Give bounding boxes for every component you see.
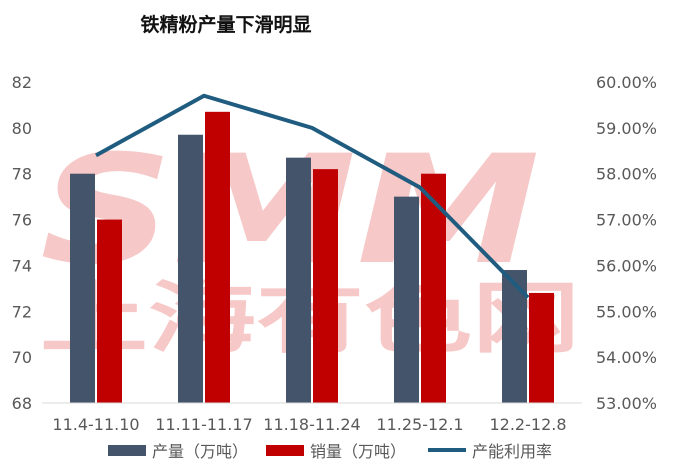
x-tick-label: 11.18-11.24 bbox=[263, 415, 360, 434]
left-tick-label: 80 bbox=[12, 119, 32, 138]
x-axis: 11.4-11.10 11.11-11.17 11.18-11.24 11.25-12… bbox=[52, 415, 566, 434]
bar-sales bbox=[313, 169, 338, 403]
right-tick-label: 56.00% bbox=[596, 256, 657, 275]
right-tick-label: 58.00% bbox=[596, 165, 657, 184]
bar-series bbox=[70, 111, 554, 404]
x-tick-label: 11.25-12.1 bbox=[376, 415, 463, 434]
left-tick-label: 70 bbox=[12, 348, 32, 367]
right-tick-label: 60.00% bbox=[596, 73, 657, 92]
bar-production bbox=[178, 134, 203, 403]
left-tick-label: 78 bbox=[12, 165, 32, 184]
x-tick-label: 11.11-11.17 bbox=[155, 415, 252, 434]
bar-sales bbox=[529, 292, 554, 403]
left-axis: 68 70 72 74 76 78 80 82 bbox=[12, 73, 32, 413]
bar-sales bbox=[97, 219, 122, 403]
legend-label: 产能利用率 bbox=[472, 442, 552, 461]
left-tick-label: 76 bbox=[12, 211, 32, 230]
bar-sales bbox=[205, 111, 230, 404]
legend-swatch bbox=[266, 445, 304, 456]
x-tick-label: 12.2-12.8 bbox=[489, 415, 566, 434]
legend-label: 销量（万吨） bbox=[310, 442, 406, 461]
line-series bbox=[95, 93, 530, 299]
bar-production bbox=[394, 196, 419, 403]
right-axis: 53.00% 54.00% 55.00% 56.00% 57.00% 58.00% 59.0… bbox=[596, 73, 657, 413]
bar-production bbox=[70, 173, 95, 403]
bar-production bbox=[286, 157, 311, 403]
right-tick-label: 57.00% bbox=[596, 211, 657, 230]
right-tick-label: 55.00% bbox=[596, 302, 657, 321]
left-tick-label: 72 bbox=[12, 302, 32, 321]
line-capacity-utilization bbox=[95, 93, 530, 299]
legend-sales: 销量（万吨） bbox=[266, 442, 406, 461]
legend-swatch bbox=[108, 445, 146, 456]
legend-capacity-utilization: 产能利用率 bbox=[428, 442, 552, 461]
chart-title: 铁精粉产量下滑明显 bbox=[140, 13, 311, 36]
right-tick-label: 53.00% bbox=[596, 394, 657, 413]
left-tick-label: 82 bbox=[12, 73, 32, 92]
right-tick-label: 54.00% bbox=[596, 348, 657, 367]
x-tick-label: 11.4-11.10 bbox=[52, 415, 139, 434]
legend-label: 产量（万吨） bbox=[152, 442, 248, 461]
left-tick-label: 74 bbox=[12, 256, 32, 275]
right-tick-label: 59.00% bbox=[596, 119, 657, 138]
legend-production: 产量（万吨） bbox=[108, 442, 248, 461]
left-tick-label: 68 bbox=[12, 394, 32, 413]
legend: 产量（万吨） 销量（万吨） 产能利用率 bbox=[108, 442, 552, 461]
